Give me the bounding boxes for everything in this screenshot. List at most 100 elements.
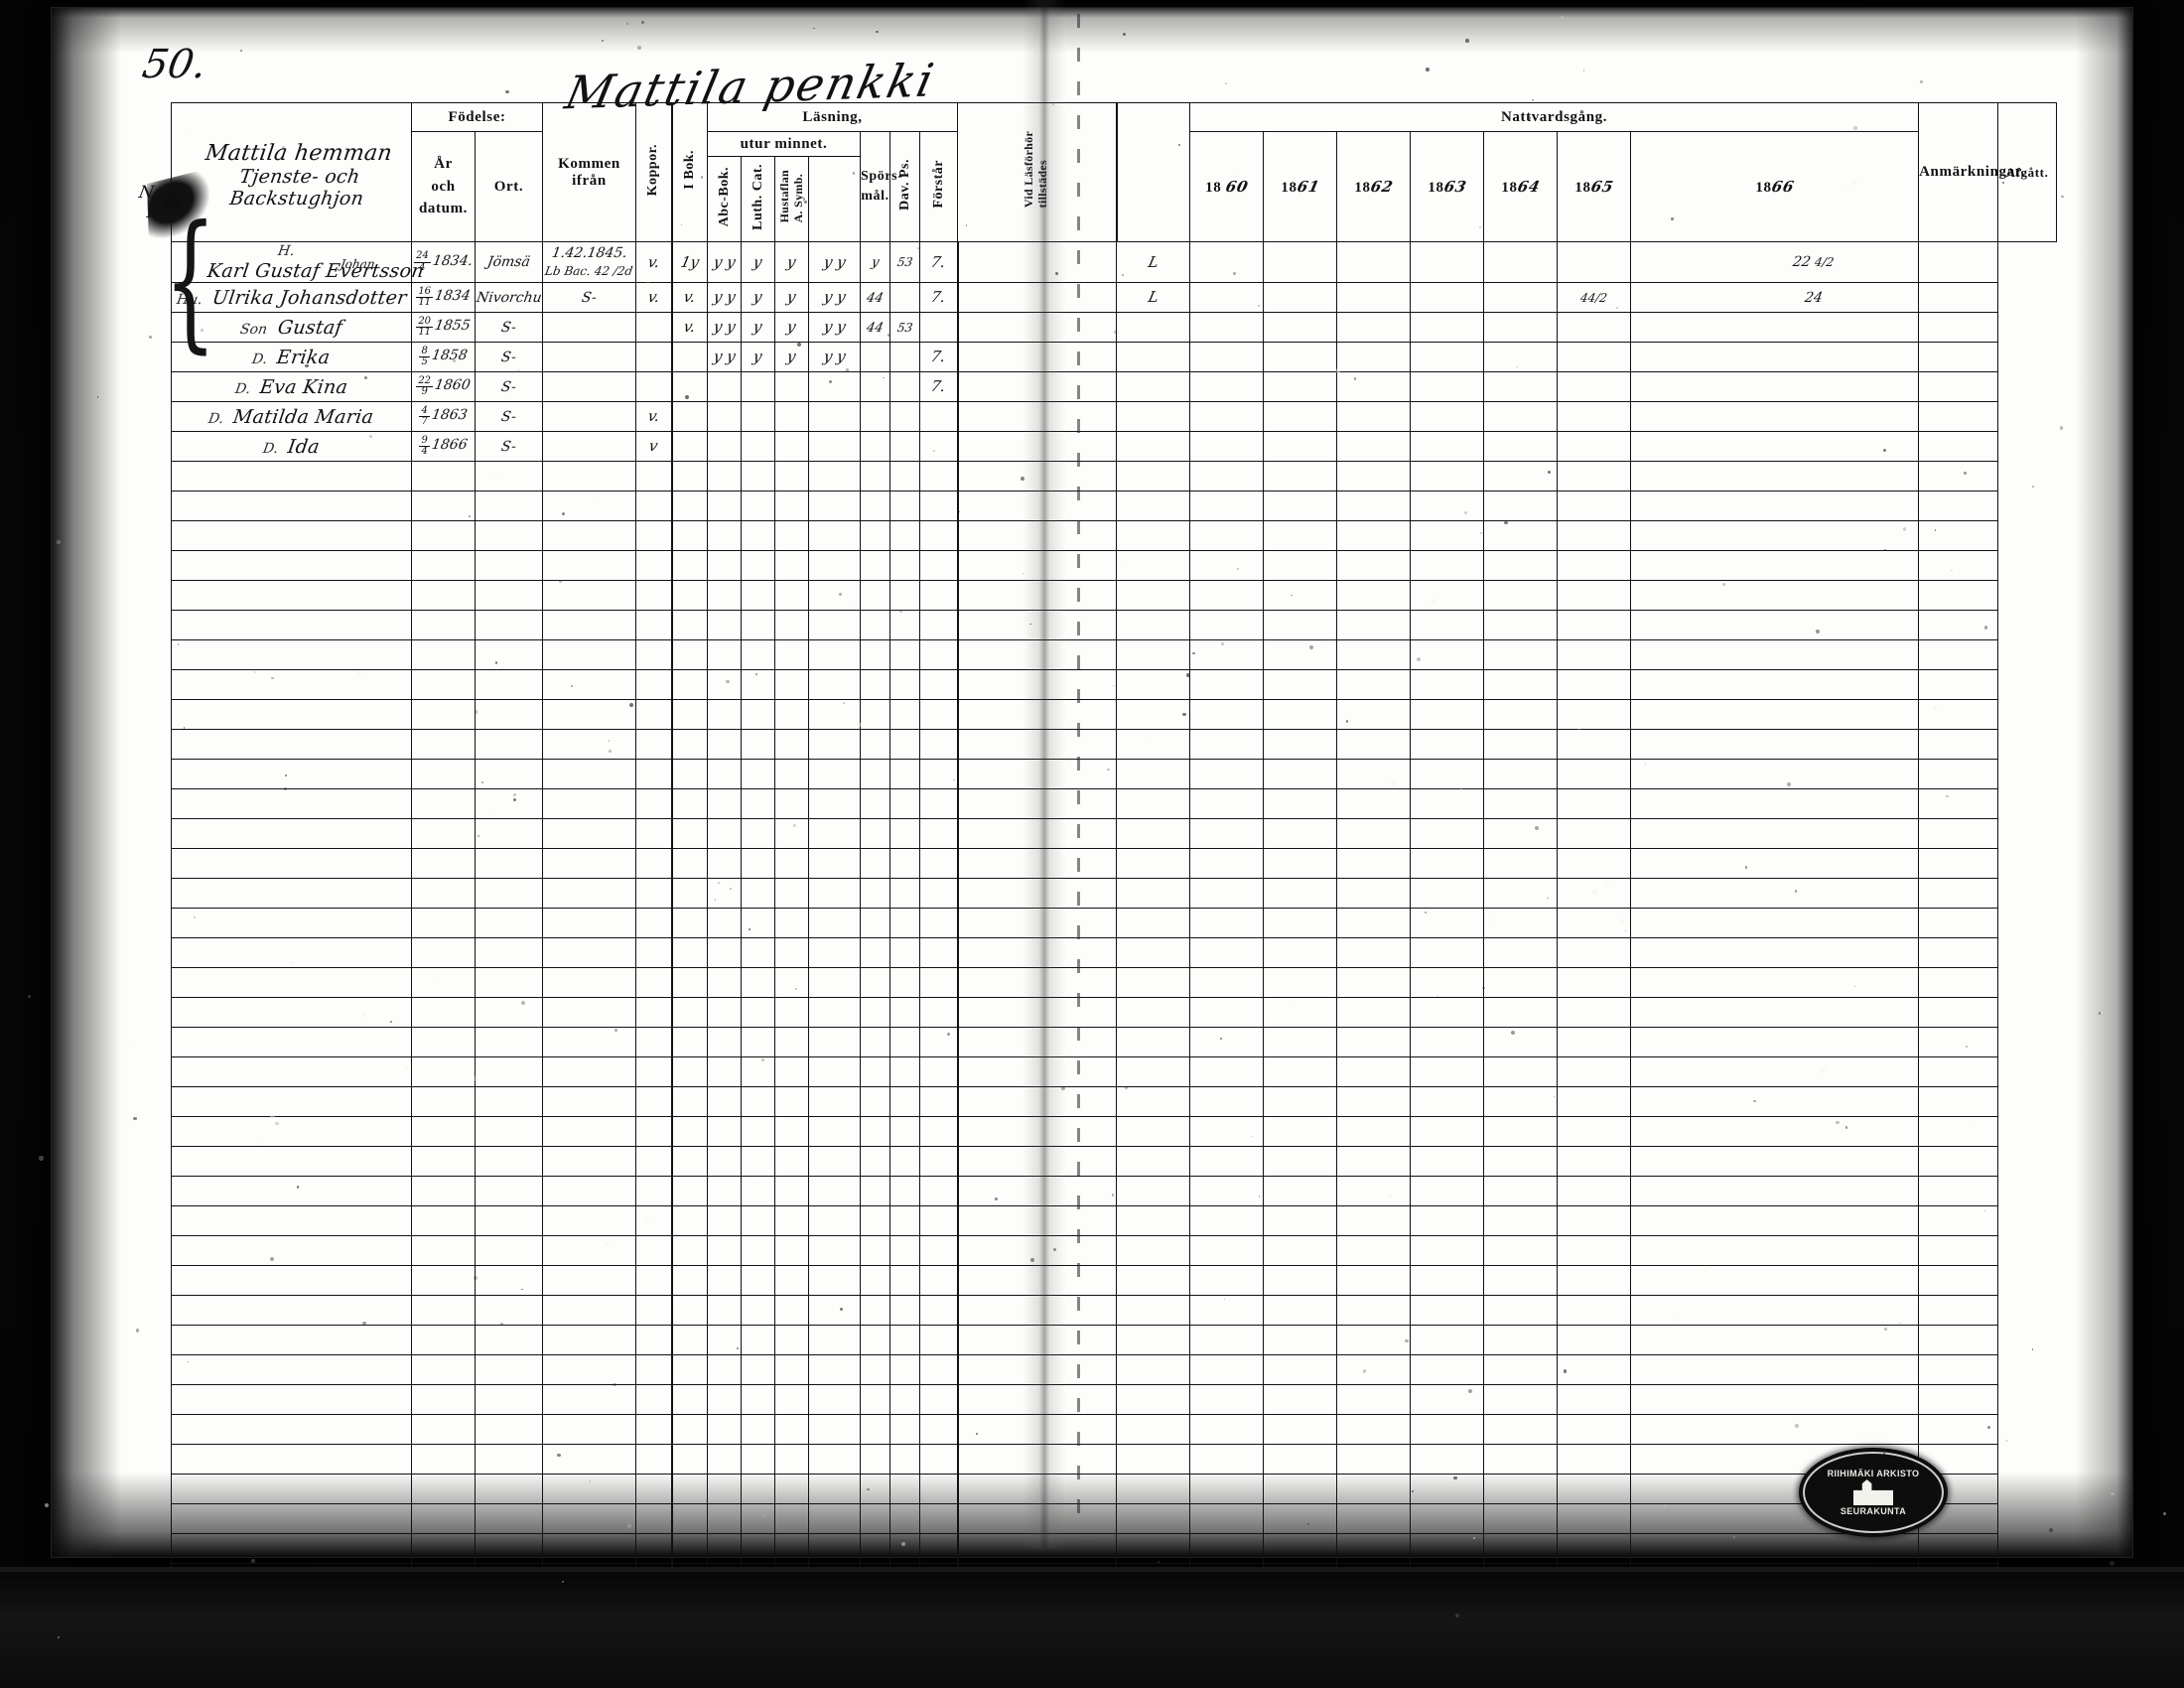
cell-blank (957, 1295, 1117, 1326)
cell-blank (707, 759, 742, 789)
cell-blank (1629, 788, 1920, 819)
cell-blank (774, 1205, 809, 1236)
cell-blank (1189, 639, 1264, 670)
scan-speck (876, 30, 879, 34)
cell-blank (774, 878, 809, 909)
table-row-blank (171, 1086, 2057, 1117)
cell-blank (1410, 1086, 1484, 1117)
cell-koppor (635, 342, 673, 372)
cell-blank (1629, 1056, 1920, 1087)
cell-blank (411, 1116, 476, 1147)
cell-blank (1336, 967, 1411, 998)
table-row-blank (171, 1354, 2057, 1385)
cell-blank (1629, 550, 1920, 581)
cell-blank (1263, 699, 1337, 730)
cell-blank (171, 1295, 412, 1326)
cell-blank (957, 1474, 1117, 1504)
cell-blank (957, 788, 1117, 819)
cell-nattv-1860 (1116, 401, 1190, 432)
cell-blank (1336, 491, 1411, 521)
table-row-blank (171, 699, 2057, 730)
cell-blank (1918, 788, 1999, 819)
scan-speck (629, 703, 633, 707)
cell-anmarkningar: 24 (1629, 282, 1920, 313)
cell-blank (171, 1533, 412, 1564)
table-row-blank (171, 1414, 2057, 1445)
cell-blank (1189, 669, 1264, 700)
table-row-blank (171, 848, 2057, 879)
cell-blank (1629, 1235, 1920, 1266)
cell-blank (171, 1444, 412, 1475)
cell-blank (475, 550, 543, 581)
cell-blank (635, 1056, 673, 1087)
cell-blank (808, 967, 861, 998)
cell-blank (774, 818, 809, 849)
cell-blank (741, 491, 775, 521)
cell-blank (671, 1235, 708, 1266)
cell-blank (1410, 1354, 1484, 1385)
cell-blank (1263, 1503, 1337, 1534)
scan-speck (1225, 81, 1228, 84)
cell-anmarkningar (1629, 401, 1920, 432)
cell-blank (671, 699, 708, 730)
cell-blank (707, 520, 742, 551)
cell-a-symb: y (774, 342, 809, 372)
cell-blank (919, 1354, 959, 1385)
cell-blank (1557, 1384, 1631, 1415)
table-row-blank (171, 967, 2057, 998)
afgatt-header: Afgått. (1997, 102, 2057, 242)
cell-blank (741, 610, 775, 640)
cell-blank (1483, 520, 1558, 551)
cell-blank (635, 1146, 673, 1177)
cell-blank (411, 1205, 476, 1236)
scan-speck (1182, 713, 1186, 717)
cell-blank (774, 1444, 809, 1475)
anmarkningar-header: Anmärkningar. (1918, 102, 2024, 242)
cell-blank (741, 1414, 775, 1445)
cell-blank (671, 729, 708, 760)
cell-blank (1483, 1205, 1558, 1236)
cell-kommen-ifran: S- (542, 282, 636, 313)
cell-koppor: v (635, 431, 673, 462)
scan-speck (296, 1185, 300, 1189)
scan-speck (916, 247, 919, 250)
cell-blank (957, 491, 1117, 521)
cell-blank (411, 937, 476, 968)
cell-blank (1189, 699, 1264, 730)
scan-speck (1547, 897, 1549, 900)
cell-blank (774, 699, 809, 730)
table-surface-bar (0, 1567, 2184, 1688)
cell-blank (671, 878, 708, 909)
cell-blank (635, 550, 673, 581)
cell-blank (171, 788, 412, 819)
cell-nattv-1860 (1116, 371, 1190, 402)
cell-blank (919, 461, 959, 492)
cell-blank (635, 937, 673, 968)
scan-speck (1899, 1322, 1902, 1325)
cell-blank (1483, 639, 1558, 670)
cell-blank (1116, 1027, 1190, 1057)
cell-blank (1629, 669, 1920, 700)
table-row-blank (171, 1235, 2057, 1266)
cell-anmarkningar (1629, 371, 1920, 402)
scan-light-speck (1490, 918, 1494, 922)
cell-blank (957, 759, 1117, 789)
cell-blank (889, 937, 920, 968)
scan-light-speck (583, 249, 585, 252)
cell-blank (741, 1384, 775, 1415)
cell-blank (860, 1354, 890, 1385)
cell-nattv-1862 (1263, 342, 1337, 372)
cell-blank (1336, 1384, 1411, 1415)
cell-blank (1629, 1295, 1920, 1326)
scan-speck (1921, 1465, 1924, 1469)
communion-ledger-table: Mattila hemman Tjenste- och Backstughjon… (171, 102, 2057, 1594)
cell-forstar (889, 371, 920, 402)
scan-speck (1645, 763, 1647, 765)
scan-light-speck (1233, 174, 1237, 178)
cell-nattv-1866 (1557, 431, 1631, 462)
scan-speck (1464, 39, 1469, 43)
cell-birth-place: S- (475, 342, 543, 372)
scan-speck (1615, 307, 1618, 309)
cell-blank (1918, 908, 1999, 938)
cell-blank (1918, 1265, 1999, 1296)
